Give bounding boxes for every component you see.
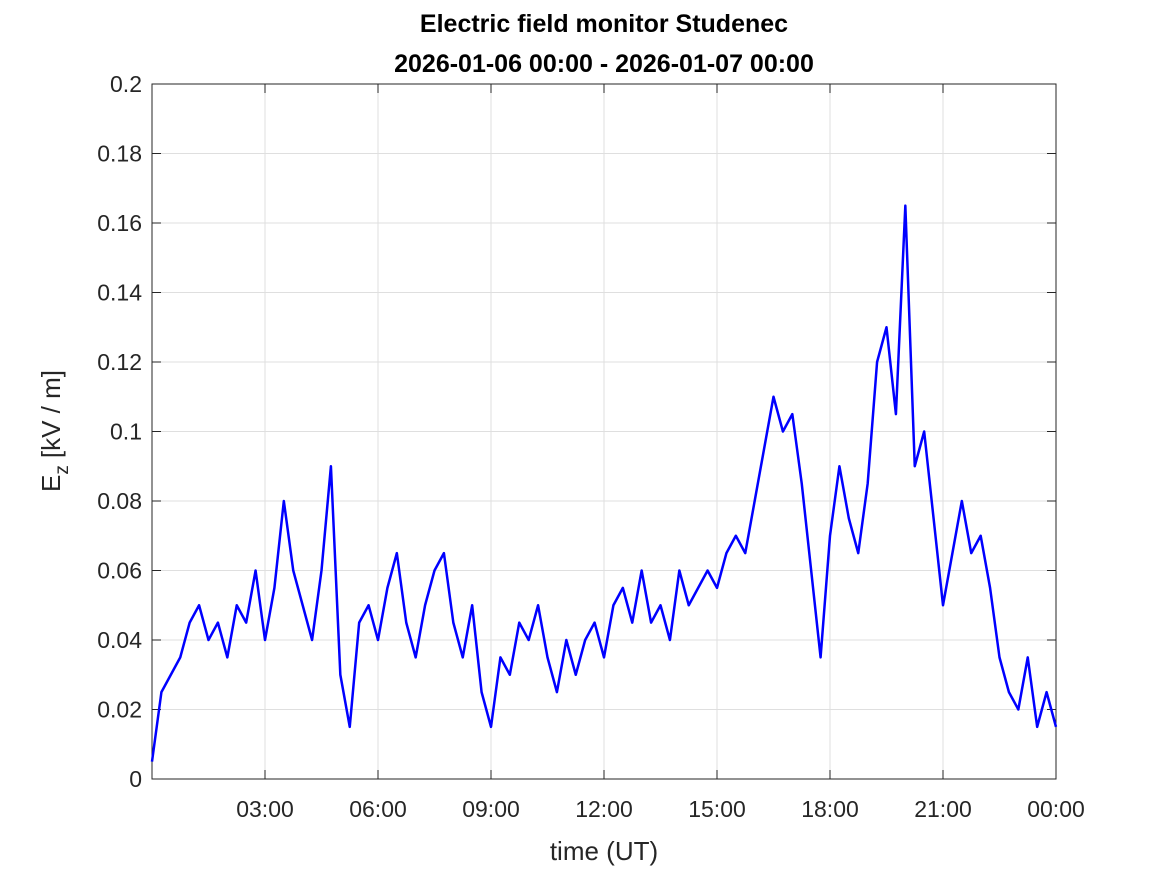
y-tick-label: 0.08 (97, 488, 142, 514)
y-tick-label: 0.12 (97, 349, 142, 375)
x-tick-label: 12:00 (575, 796, 633, 822)
x-axis-label: time (UT) (550, 836, 658, 866)
y-axis-label-sub: z (52, 465, 73, 475)
y-tick-label: 0.14 (97, 280, 142, 306)
y-tick-label: 0.02 (97, 697, 142, 723)
x-tick-label: 06:00 (349, 796, 407, 822)
x-tick-label: 15:00 (688, 796, 746, 822)
chart-title: Electric field monitor Studenec (420, 10, 788, 38)
y-axis-label: Ez [kV / m] (36, 370, 73, 492)
y-tick-label: 0.04 (97, 627, 142, 653)
y-tick-label: 0.18 (97, 141, 142, 167)
x-tick-label: 18:00 (801, 796, 859, 822)
x-tick-label: 21:00 (914, 796, 972, 822)
data-line (150, 204, 1058, 762)
y-axis-label-rest: [kV / m] (36, 370, 66, 458)
y-tick-label: 0.1 (110, 419, 142, 445)
y-axis-label-main: E (36, 475, 66, 492)
plot-frame (151, 83, 1057, 780)
y-tick-label: 0.06 (97, 558, 142, 584)
x-tick-label: 00:00 (1027, 796, 1085, 822)
chart-subtitle: 2026-01-06 00:00 - 2026-01-07 00:00 (394, 50, 814, 78)
x-tick-label: 09:00 (462, 796, 520, 822)
y-tick-label: 0.16 (97, 210, 142, 236)
x-tick-label: 03:00 (236, 796, 294, 822)
y-tick-label: 0.2 (110, 71, 142, 97)
y-tick-label: 0 (129, 766, 142, 792)
